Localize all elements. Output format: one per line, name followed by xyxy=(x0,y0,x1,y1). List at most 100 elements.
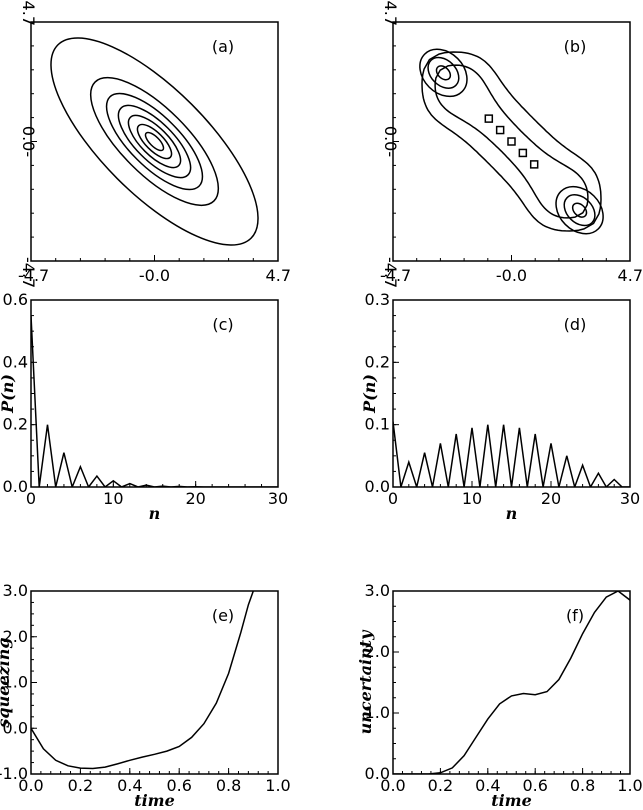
x-tick-label-e-2: 0.4 xyxy=(117,776,142,795)
y-tick-label-f-2: 2.0 xyxy=(365,642,390,661)
x-tick-label-f-0: 0.0 xyxy=(380,776,405,795)
y-tick-label-b-0: -4.7 xyxy=(381,257,400,288)
x-tick-label-a-1: -0.0 xyxy=(139,266,170,285)
panel-label-e: (e) xyxy=(212,606,234,625)
contour-ring-1 xyxy=(50,37,259,246)
x-tick-label-f-4: 0.8 xyxy=(570,776,595,795)
x-axis-label-c: n xyxy=(149,504,161,523)
y-axis-label-f: uncertainty xyxy=(356,629,375,734)
plot-area-c xyxy=(31,315,278,487)
contour-ring-7 xyxy=(144,131,165,152)
contour-ring-6 xyxy=(136,123,173,160)
peak-2-ring-1 xyxy=(555,185,604,235)
plot-area-a xyxy=(50,37,259,246)
x-tick-label-c-3: 30 xyxy=(268,489,288,508)
x-tick-label-e-1: 0.2 xyxy=(68,776,93,795)
y-tick-label-a-1: 0.0- xyxy=(19,126,38,157)
y-tick-label-d-0: 0.0 xyxy=(365,477,390,496)
y-tick-label-d-1: 0.1 xyxy=(365,415,390,434)
plot-area-e xyxy=(31,591,255,770)
x-tick-label-d-1: 10 xyxy=(462,489,482,508)
neck-square-4 xyxy=(518,148,528,158)
y-tick-label-e-0: -1.0 xyxy=(0,764,28,783)
y-axis-label-e: squeezing xyxy=(0,637,13,728)
panel-d: 0 10 20 30 0.0 0.1 0.2 0.3 n P(n) (d) xyxy=(360,290,640,523)
peak-1-ring-2 xyxy=(427,56,460,89)
y-tick-label-e-4: 3.0 xyxy=(3,581,28,600)
x-tick-label-e-5: 1.0 xyxy=(265,776,290,795)
y-tick-label-e-3: 2.0 xyxy=(3,627,28,646)
panel-label-c: (c) xyxy=(212,315,233,334)
panel-label-f: (f) xyxy=(566,606,584,625)
frame-c xyxy=(30,299,279,488)
x-tick-label-f-5: 1.0 xyxy=(617,776,642,795)
plot-area-b xyxy=(419,48,604,235)
y-axis-label-c: P(n) xyxy=(0,374,17,414)
series-line-f xyxy=(393,591,630,774)
x-tick-label-b-1: -0.0 xyxy=(496,266,527,285)
neck-square-5 xyxy=(529,160,539,169)
y-tick-label-f-1: 1.0 xyxy=(365,703,390,722)
x-tick-label-e-4: 0.8 xyxy=(216,776,241,795)
y-tick-label-f-3: 3.0 xyxy=(365,581,390,600)
x-tick-label-d-2: 20 xyxy=(541,489,561,508)
x-tick-label-f-3: 0.6 xyxy=(522,776,547,795)
panel-c: 0 10 20 30 0.0 0.2 0.4 0.6 n P(n) (c) xyxy=(0,290,288,523)
frame-d xyxy=(392,299,631,488)
y-axis-label-d: P(n) xyxy=(360,374,379,414)
x-tick-label-f-1: 0.2 xyxy=(428,776,453,795)
y-tick-label-c-0: 0.0 xyxy=(3,477,28,496)
contour-ring-5 xyxy=(127,114,182,169)
peak-2-ring-3 xyxy=(571,202,588,218)
x-axis-label-f: time xyxy=(491,791,532,810)
contour-ring-2 xyxy=(89,76,220,207)
x-tick-label-f-2: 0.4 xyxy=(475,776,500,795)
panel-e: 0.00.20.40.60.81.0-1.00.01.02.03.0timesq… xyxy=(0,581,291,810)
peak-1-ring-1 xyxy=(419,48,468,98)
y-tick-label-c-2: 0.4 xyxy=(3,352,28,371)
contour-outer-2 xyxy=(434,64,589,219)
series-line-d xyxy=(393,421,630,487)
x-tick-label-a-2: 4.7 xyxy=(266,266,291,285)
x-tick-label-d-3: 30 xyxy=(620,489,640,508)
peak-2-ring-2 xyxy=(563,194,596,227)
contour-ring-4 xyxy=(117,104,192,179)
x-tick-label-c-1: 10 xyxy=(103,489,123,508)
panel-label-a: (a) xyxy=(212,37,234,56)
y-tick-label-d-3: 0.3 xyxy=(365,290,390,309)
panel-b: -4.7 -0.0 4.7 -4.7 0.0- 4.7 (b) xyxy=(380,1,643,289)
neck-square-1 xyxy=(484,114,494,123)
series-line-c xyxy=(31,315,278,487)
x-tick-label-e-0: 0.0 xyxy=(18,776,43,795)
y-tick-label-e-2: 1.0 xyxy=(3,673,28,692)
frame-f xyxy=(392,590,631,775)
y-tick-label-c-1: 0.2 xyxy=(3,415,28,434)
panel-label-b: (b) xyxy=(564,37,587,56)
x-tick-label-b-2: 4.7 xyxy=(618,266,643,285)
peak-1-ring-3 xyxy=(435,65,452,81)
plot-area-d xyxy=(393,421,630,487)
panel-f: 0.0 0.2 0.4 0.6 0.8 1.0 0.0 1.0 2.0 3.0 time uncert… xyxy=(356,581,643,810)
frame-a xyxy=(30,21,279,262)
x-tick-label-b-0: -4.7 xyxy=(380,266,411,285)
frame-e xyxy=(30,590,279,775)
y-tick-label-a-0: -4.7 xyxy=(19,257,38,288)
y-tick-label-f-0: 0.0 xyxy=(365,764,390,783)
x-axis-label-e: time xyxy=(134,791,175,810)
neck-square-3 xyxy=(507,137,516,146)
x-tick-label-d-0: 0 xyxy=(388,489,398,508)
y-tick-label-d-2: 0.2 xyxy=(365,352,390,371)
y-tick-label-e-1: 0.0 xyxy=(3,718,28,737)
y-tick-label-c-3: 0.6 xyxy=(3,290,28,309)
series-line-e xyxy=(31,591,255,770)
contour-outer-1 xyxy=(421,51,602,232)
x-tick-label-c-2: 20 xyxy=(185,489,205,508)
plot-area-f xyxy=(393,591,630,774)
neck-square-2 xyxy=(495,125,505,135)
x-tick-label-e-3: 0.6 xyxy=(166,776,191,795)
frame-b xyxy=(392,21,631,262)
x-tick-label-c-0: 0 xyxy=(26,489,36,508)
panel-a: -4.7 -0.0 4.7 -4.7 0.0- 4.7 (a) xyxy=(18,1,291,289)
contour-ring-3 xyxy=(105,92,204,191)
x-axis-label-d: n xyxy=(506,504,518,523)
